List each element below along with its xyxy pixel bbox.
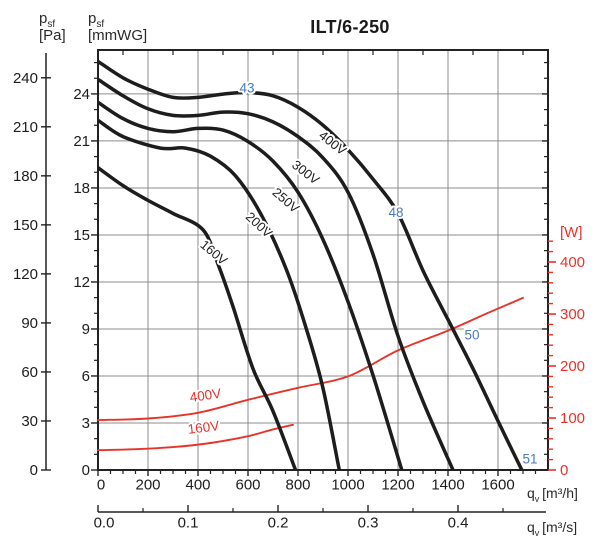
pa-tick-label: 180 — [13, 168, 38, 185]
pa-symbol-sub: sf — [47, 19, 56, 30]
qs-tick-label: 0.2 — [268, 514, 289, 531]
pa-tick-label: 90 — [21, 315, 38, 332]
pa-unit: [Pa] — [39, 27, 66, 44]
pressure-curve-400v — [97, 59, 524, 471]
pa-tick-label: 120 — [13, 266, 38, 283]
mmwg-symbol: p — [88, 10, 97, 27]
qs-tick-label: 0.4 — [448, 514, 469, 531]
watt-tick-label: 0 — [560, 462, 568, 479]
mmwg-tick-label: 24 — [73, 86, 90, 103]
qh-unit: [m³/h] — [542, 485, 578, 501]
mmwg-unit: [mmWG] — [88, 27, 148, 44]
qh-tick-label: 0 — [97, 476, 105, 493]
qs-tick-label: 0.3 — [358, 514, 379, 531]
mmwg-tick-label: 3 — [82, 415, 90, 432]
mmwg-tick-label: 18 — [73, 180, 90, 197]
pressure-curve-300v — [97, 77, 455, 471]
mmwg-axis-title: psf [mmWG] — [88, 10, 147, 44]
flow-m3h-axis-title: qv [m³/h] — [527, 485, 578, 504]
qh-tick-label: 600 — [235, 476, 260, 493]
mmwg-symbol-sub: sf — [96, 19, 105, 30]
qh-tick-label: 1400 — [431, 476, 464, 493]
chart-title: ILT/6-250 — [310, 17, 390, 37]
qh-tick-label: 200 — [135, 476, 160, 493]
pa-tick-label: 240 — [13, 70, 38, 87]
pa-symbol: p — [39, 10, 48, 27]
mmwg-tick-label: 6 — [82, 368, 90, 385]
qs-unit: [m³/s] — [542, 519, 578, 535]
pa-tick-label: 210 — [13, 119, 38, 136]
sound-level-label: 48 — [388, 205, 403, 220]
watt-axis-title: [W] — [560, 224, 583, 241]
qs-tick-label: 0.0 — [94, 514, 115, 531]
sound-level-label: 50 — [464, 327, 479, 342]
mmwg-tick-label: 12 — [73, 274, 90, 291]
flow-m3s-axis-title: qv [m³/s] — [527, 519, 578, 538]
pressure-curve-200v — [97, 118, 342, 471]
qh-symbol: q — [527, 485, 535, 501]
mmwg-tick-label: 21 — [73, 133, 90, 150]
pa-tick-label: 0 — [30, 462, 38, 479]
qh-tick-label: 1000 — [331, 476, 364, 493]
qs-symbol: q — [527, 519, 535, 535]
qh-tick-label: 400 — [185, 476, 210, 493]
sound-level-label: 51 — [522, 452, 537, 467]
pressure-curve-label-300v: 300V — [289, 157, 322, 188]
mmwg-tick-label: 15 — [73, 227, 90, 244]
qh-tick-label: 800 — [285, 476, 310, 493]
qs-symbol-sub: v — [534, 527, 540, 538]
watt-tick-label: 300 — [560, 306, 585, 323]
pressure-curve-160v — [96, 166, 298, 471]
power-curve-label-400v: 400V — [189, 386, 222, 405]
mmwg-tick-label: 9 — [82, 321, 90, 338]
watt-tick-label: 200 — [560, 358, 585, 375]
qs-tick-label: 0.1 — [178, 514, 199, 531]
pressure-curve-250v — [97, 100, 404, 471]
pressure-curve-label-160v: 160V — [197, 237, 230, 268]
power-curve-label-160v: 160V — [187, 418, 220, 437]
power-curve-160v — [97, 423, 294, 452]
qh-tick-label: 1600 — [481, 476, 514, 493]
watt-tick-label: 400 — [560, 254, 585, 271]
pa-tick-label: 30 — [21, 413, 38, 430]
pa-tick-label: 150 — [13, 217, 38, 234]
pa-tick-label: 60 — [21, 364, 38, 381]
mmwg-tick-label: 0 — [82, 462, 90, 479]
qh-tick-label: 1200 — [381, 476, 414, 493]
power-curve-400v — [97, 296, 524, 422]
qh-symbol-sub: v — [534, 493, 540, 504]
pa-axis-title: psf [Pa] — [39, 10, 66, 44]
sound-level-label: 43 — [239, 81, 254, 96]
watt-tick-label: 100 — [560, 410, 585, 427]
